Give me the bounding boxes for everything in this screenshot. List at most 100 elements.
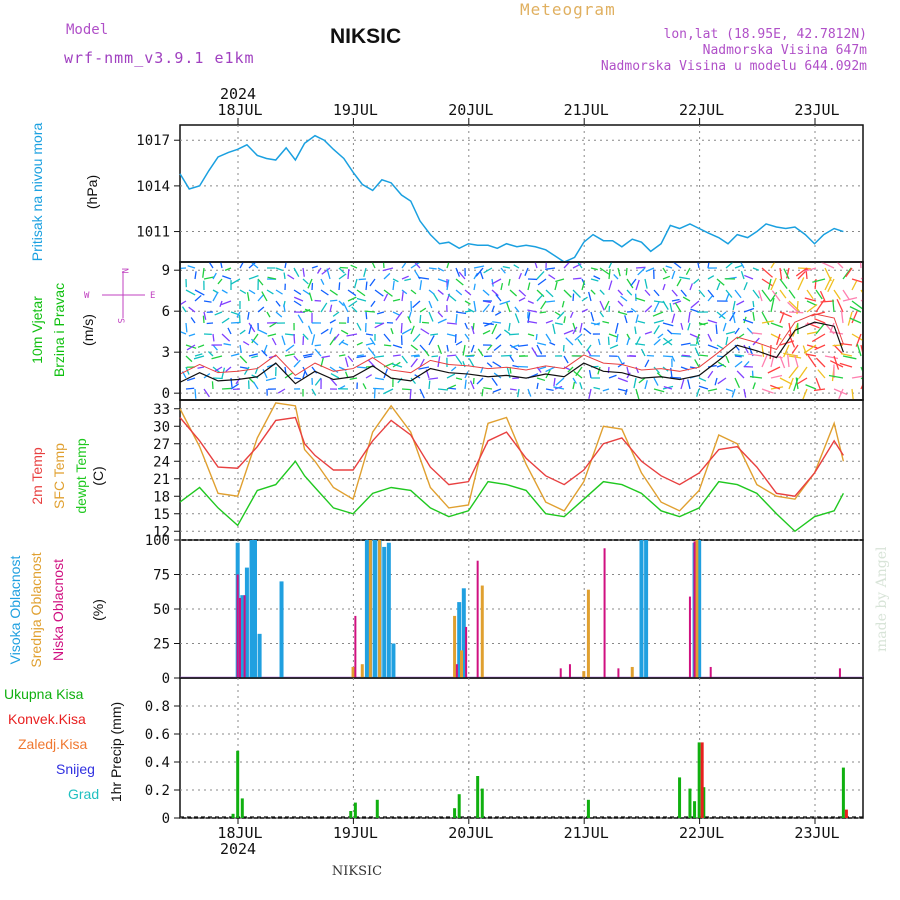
wind-arrow bbox=[414, 262, 421, 269]
wind-arrow bbox=[577, 338, 583, 346]
wind-arrow bbox=[672, 300, 682, 305]
wind-arrow bbox=[383, 272, 391, 280]
wind-arrow bbox=[608, 333, 618, 338]
low-cloud-bar bbox=[603, 548, 606, 678]
wind-arrow bbox=[363, 267, 367, 277]
wind-arrow bbox=[491, 278, 502, 285]
wind-arrow bbox=[794, 355, 799, 368]
wind-arrow bbox=[806, 331, 818, 335]
wind-arrow bbox=[307, 278, 313, 289]
wind-arrow bbox=[392, 311, 400, 316]
low-cloud-bar bbox=[243, 595, 246, 678]
wind-arrow bbox=[602, 388, 610, 392]
wind-arrow bbox=[788, 366, 799, 379]
wind-arrow bbox=[473, 265, 485, 269]
wind-arrow bbox=[534, 262, 538, 269]
wind-arrow bbox=[833, 289, 841, 300]
temp-2m-line bbox=[179, 416, 844, 498]
wind-arrow bbox=[194, 294, 202, 302]
wind-arrow bbox=[581, 308, 588, 313]
wind-arrow bbox=[842, 289, 850, 301]
wind-arrow bbox=[771, 290, 781, 302]
wind-arrow bbox=[220, 262, 223, 269]
wind-arrow bbox=[696, 388, 700, 397]
wind-arrow bbox=[483, 267, 493, 274]
wind-arrow bbox=[185, 289, 196, 296]
cloud-axis-unit: (%) bbox=[90, 599, 106, 621]
wind-arrow bbox=[410, 354, 420, 357]
wind-arrow bbox=[261, 349, 268, 357]
wind-arrow bbox=[590, 267, 598, 271]
wind-arrow bbox=[635, 388, 640, 400]
precip-legend-grid: Zaledj.Kisa bbox=[18, 736, 87, 752]
wind-arrow bbox=[801, 388, 808, 400]
wind-arrow bbox=[316, 267, 322, 274]
wind-arrow bbox=[748, 353, 763, 357]
wind-arrow bbox=[743, 344, 749, 354]
wind-arrow bbox=[350, 264, 358, 269]
wind-arrow bbox=[251, 333, 259, 344]
y-tick-label: 21 bbox=[153, 472, 170, 488]
wind-arrow bbox=[407, 316, 412, 324]
wind-arrow bbox=[410, 289, 417, 295]
wind-arrow bbox=[752, 289, 760, 299]
wind-arrow bbox=[653, 388, 665, 393]
wind-arrow bbox=[770, 262, 776, 269]
wind-arrow bbox=[428, 311, 434, 322]
wind-arrow bbox=[634, 326, 637, 335]
temp-axis-unit: (C) bbox=[90, 466, 106, 485]
wind-arrow bbox=[518, 289, 527, 297]
low-cloud-bar bbox=[559, 668, 562, 678]
wind-arrow bbox=[577, 262, 583, 269]
elevation-label: Nadmorska Visina 647m bbox=[703, 43, 868, 58]
conv-precip-bar bbox=[700, 742, 704, 818]
wind-arrow bbox=[608, 262, 613, 269]
wind-arrow bbox=[527, 388, 532, 397]
wind-arrow bbox=[531, 347, 538, 357]
panel-frame bbox=[179, 124, 864, 263]
wind-arrow bbox=[593, 322, 601, 326]
wind-arrow bbox=[383, 368, 389, 379]
wind-arrow bbox=[779, 377, 793, 385]
high-cloud-bar bbox=[644, 540, 649, 678]
wind-arrow bbox=[770, 292, 778, 302]
low-cloud-bar bbox=[693, 541, 696, 678]
wind-arrow bbox=[365, 342, 375, 346]
wind-arrow bbox=[222, 275, 232, 280]
wind-arrow bbox=[590, 278, 599, 282]
wind-arrow bbox=[840, 310, 844, 324]
wind-arrow bbox=[263, 344, 268, 354]
wind-arrow bbox=[413, 355, 421, 358]
wind-arrow bbox=[329, 366, 339, 373]
wind-arrow bbox=[302, 333, 309, 341]
total-precip-bar bbox=[480, 788, 484, 818]
wind-arrow bbox=[302, 289, 311, 296]
wind-arrow bbox=[795, 377, 799, 390]
wind-arrow bbox=[527, 320, 538, 324]
y-tick-label: 30 bbox=[153, 419, 170, 435]
wind-arrow bbox=[586, 344, 592, 352]
wind-arrow bbox=[635, 314, 639, 324]
wind-arrow bbox=[471, 325, 475, 335]
wind-arrow bbox=[275, 311, 283, 318]
bottom-date-label: 19JUL bbox=[333, 824, 378, 842]
wind-arrow bbox=[539, 311, 547, 314]
wind-arrow bbox=[836, 298, 844, 313]
wind-arrow bbox=[230, 321, 241, 324]
dewpt-line bbox=[179, 460, 845, 533]
wind-arrow bbox=[468, 358, 475, 368]
lonlat-label: lon,lat (18.95E, 42.7812N) bbox=[664, 27, 868, 42]
wind-arrow bbox=[190, 317, 196, 324]
high-cloud-bar bbox=[391, 643, 396, 678]
wind-arrow bbox=[374, 322, 385, 329]
wind-arrow bbox=[227, 327, 232, 335]
total-precip-bar bbox=[236, 750, 240, 818]
wind-arrow bbox=[617, 289, 624, 296]
wind-arrow bbox=[788, 289, 796, 299]
wind-arrow bbox=[400, 322, 403, 334]
mid-cloud-bar bbox=[453, 615, 457, 678]
wind-arrow bbox=[367, 359, 376, 368]
wind-arrow bbox=[207, 351, 214, 357]
wind-arrow bbox=[197, 366, 205, 369]
